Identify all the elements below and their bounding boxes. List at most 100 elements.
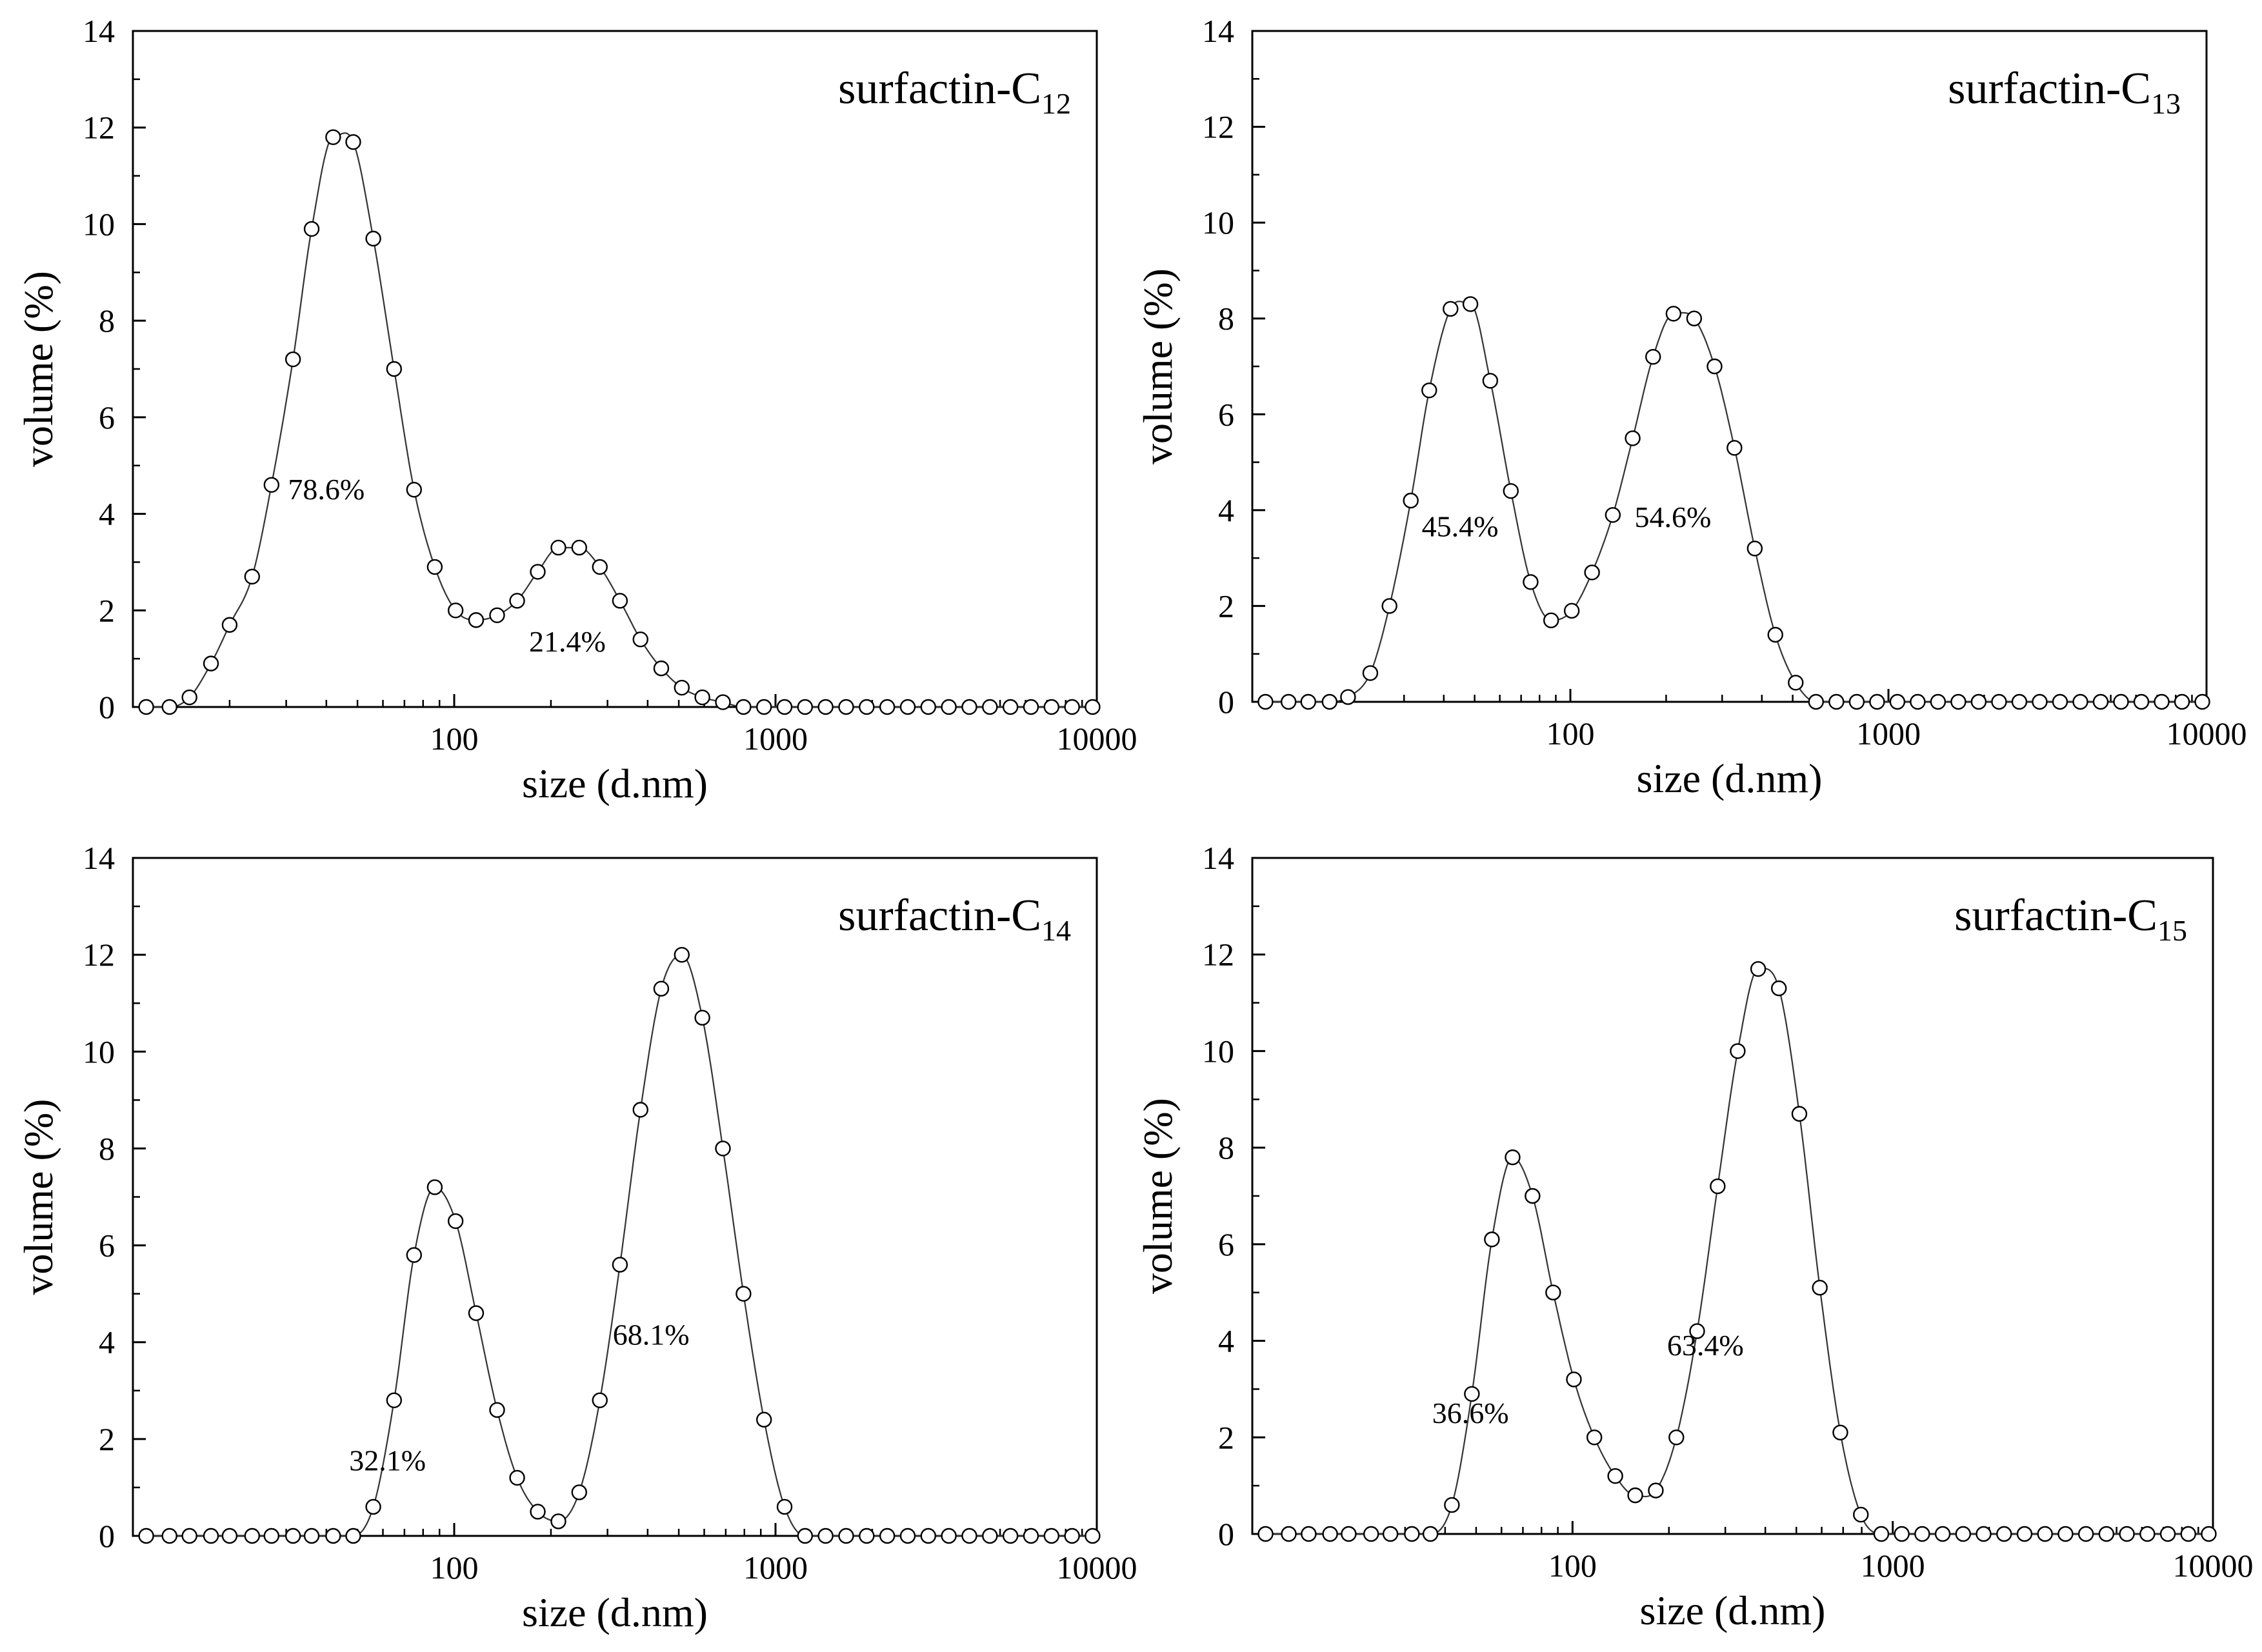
data-point bbox=[1710, 1178, 1726, 1195]
data-point bbox=[715, 694, 731, 710]
data-point bbox=[181, 1528, 197, 1544]
data-point bbox=[244, 1528, 260, 1544]
data-point bbox=[1002, 1528, 1019, 1544]
y-tick-label: 2 bbox=[1218, 588, 1234, 624]
chart-title-main: surfactin-C bbox=[1948, 64, 2151, 114]
data-point bbox=[1976, 1526, 1992, 1542]
data-point bbox=[285, 351, 301, 368]
data-point bbox=[1464, 1386, 1480, 1402]
data-point bbox=[509, 1469, 525, 1486]
data-point bbox=[674, 946, 690, 963]
data-point bbox=[899, 699, 916, 715]
x-tick-label: 10000 bbox=[2167, 715, 2247, 751]
x-tick-label: 10000 bbox=[2173, 1548, 2254, 1584]
data-point bbox=[1257, 1526, 1274, 1542]
plot-frame bbox=[132, 857, 1098, 1537]
data-point bbox=[1340, 689, 1356, 705]
y-tick-label: 2 bbox=[99, 1421, 115, 1457]
data-point bbox=[756, 699, 772, 715]
percent-annotation: 21.4% bbox=[529, 625, 606, 658]
y-tick-label: 12 bbox=[83, 110, 115, 146]
data-point bbox=[2133, 693, 2150, 710]
data-point bbox=[941, 699, 957, 715]
percent-annotation: 63.4% bbox=[1667, 1329, 1744, 1362]
data-point bbox=[1257, 693, 1274, 710]
y-tick-label: 12 bbox=[1202, 937, 1234, 973]
percent-annotation: 68.1% bbox=[613, 1318, 690, 1351]
data-point bbox=[632, 1102, 648, 1118]
y-tick-label: 4 bbox=[99, 1324, 115, 1360]
chart-title-subscript: 14 bbox=[1041, 914, 1071, 947]
data-point bbox=[1002, 699, 1019, 715]
data-point bbox=[1064, 1528, 1080, 1544]
data-point bbox=[1484, 1231, 1500, 1248]
data-point bbox=[263, 477, 280, 493]
data-point bbox=[1443, 301, 1459, 317]
data-point bbox=[345, 1528, 361, 1544]
data-point bbox=[550, 539, 566, 556]
data-point bbox=[1627, 1487, 1643, 1504]
y-tick-label: 4 bbox=[99, 496, 115, 532]
data-point bbox=[468, 1305, 485, 1321]
data-point bbox=[1085, 1528, 1101, 1544]
x-axis-label: size (d.nm) bbox=[522, 1589, 708, 1635]
data-point bbox=[426, 559, 443, 575]
y-tick-label: 6 bbox=[1218, 1226, 1234, 1262]
data-point bbox=[2077, 1526, 2094, 1542]
data-point bbox=[612, 1257, 628, 1273]
data-point bbox=[2174, 693, 2190, 710]
data-point bbox=[1586, 1429, 1603, 1446]
data-point bbox=[1043, 699, 1059, 715]
data-point bbox=[1910, 693, 1926, 710]
chart-title: surfactin-C13 bbox=[1948, 64, 2181, 120]
data-point bbox=[756, 1411, 772, 1428]
data-point bbox=[1607, 1468, 1623, 1484]
data-point bbox=[1991, 693, 2007, 710]
percent-annotation: 54.6% bbox=[1634, 501, 1711, 533]
data-point bbox=[920, 1528, 937, 1544]
data-point bbox=[1727, 440, 1743, 456]
data-point bbox=[1848, 693, 1865, 710]
data-point bbox=[1381, 598, 1397, 614]
data-point bbox=[653, 660, 670, 677]
y-axis-label: volume (%) bbox=[15, 1099, 61, 1295]
data-point bbox=[365, 230, 381, 247]
data-point bbox=[244, 568, 260, 585]
data-point bbox=[1894, 1526, 1910, 1542]
y-tick-label: 14 bbox=[1202, 13, 1234, 49]
data-point bbox=[203, 1528, 219, 1544]
data-point bbox=[1889, 693, 1906, 710]
y-tick-label: 0 bbox=[1218, 684, 1234, 720]
data-point bbox=[1563, 602, 1580, 619]
x-tick-label: 10000 bbox=[1057, 721, 1137, 757]
data-point bbox=[303, 1528, 320, 1544]
chart-title: surfactin-C15 bbox=[1954, 891, 2187, 947]
data-point bbox=[1828, 693, 1845, 710]
data-point bbox=[1043, 1528, 1059, 1544]
chart-title: surfactin-C12 bbox=[838, 64, 1071, 120]
data-point bbox=[365, 1498, 381, 1515]
data-point bbox=[1444, 1497, 1460, 1513]
data-point bbox=[181, 689, 197, 706]
data-point bbox=[879, 1528, 896, 1544]
y-tick-label: 6 bbox=[99, 1228, 115, 1264]
data-point bbox=[2119, 1526, 2135, 1542]
data-point bbox=[2113, 693, 2129, 710]
data-point bbox=[509, 593, 525, 609]
data-point bbox=[2072, 693, 2088, 710]
data-point bbox=[2139, 1526, 2156, 1542]
data-point bbox=[2159, 1526, 2176, 1542]
data-point bbox=[1914, 1526, 1930, 1542]
y-tick-label: 8 bbox=[99, 1130, 115, 1166]
data-point bbox=[2098, 1526, 2115, 1542]
x-tick-label: 100 bbox=[430, 721, 479, 757]
data-point bbox=[1280, 693, 1297, 710]
data-point bbox=[2037, 1526, 2053, 1542]
y-tick-label: 4 bbox=[1218, 492, 1234, 528]
data-point bbox=[1566, 1371, 1582, 1388]
data-point bbox=[817, 1528, 834, 1544]
data-point bbox=[1668, 1429, 1685, 1446]
chart-panel-1: 0 2 4 6 8 10 12 14 100 1000 10000 size (d.nm) volume… bbox=[15, 13, 1137, 806]
data-point bbox=[1085, 699, 1101, 715]
y-tick-label: 14 bbox=[83, 840, 115, 876]
